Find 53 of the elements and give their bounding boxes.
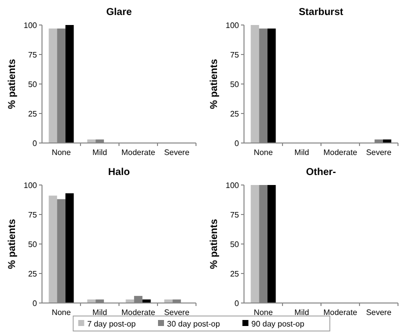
y-tick-label: 50 [230,240,240,249]
y-tick-label: 50 [28,240,38,249]
bar [48,28,58,143]
x-tick-label: Severe [164,148,190,157]
x-tick-label: None [254,308,274,317]
x-tick-label: Mild [294,148,310,157]
y-tick-label: 50 [28,80,38,89]
y-tick-label: 75 [230,50,240,60]
y-tick-label: 50 [230,80,240,89]
y-tick-label: 75 [28,50,38,60]
x-tick-label: Moderate [323,148,358,157]
bar [65,193,74,303]
y-tick-label: 100 [226,21,240,30]
x-tick-label: None [254,148,274,157]
bar [267,28,276,143]
chart-title: Halo [108,167,130,178]
y-tick-label: 25 [28,270,38,278]
bar [48,196,58,303]
legend-label: 7 day post-op [87,320,136,328]
y-tick-label: 100 [24,21,38,30]
y-tick-label: 0 [234,299,240,308]
chart-title: Starburst [298,7,344,18]
x-tick-label: Mild [92,308,108,317]
y-tick-label: 0 [32,299,38,308]
y-tick-label: 100 [226,181,240,190]
bar [250,25,260,143]
x-tick-label: Severe [366,148,392,157]
y-tick-label: 75 [28,210,38,220]
x-tick-label: Moderate [121,308,156,317]
y-tick-label: 25 [230,270,240,278]
bar [65,25,74,143]
y-axis-title: % patients [209,218,220,270]
x-tick-label: None [52,148,72,157]
y-tick-label: 25 [28,110,38,118]
y-axis-title: % patients [209,58,220,110]
legend-label: 90 day post-op [251,320,305,328]
y-tick-label: 0 [234,139,240,148]
chart-title: Other- [306,167,336,178]
x-tick-label: Moderate [323,308,358,317]
legend-label: 30 day post-op [167,320,220,328]
x-tick-label: None [52,308,72,317]
chart-title: Glare [106,7,132,18]
x-tick-label: Severe [366,308,392,317]
x-tick-label: Severe [164,308,190,317]
y-axis-title: % patients [7,58,18,110]
y-axis-title: % patients [7,218,18,270]
x-tick-label: Moderate [121,148,156,157]
y-tick-label: 75 [230,210,240,220]
x-tick-label: Mild [294,308,310,317]
y-tick-label: 100 [24,181,38,190]
y-tick-label: 25 [230,110,240,118]
y-tick-label: 0 [32,139,38,148]
x-tick-label: Mild [92,148,108,157]
